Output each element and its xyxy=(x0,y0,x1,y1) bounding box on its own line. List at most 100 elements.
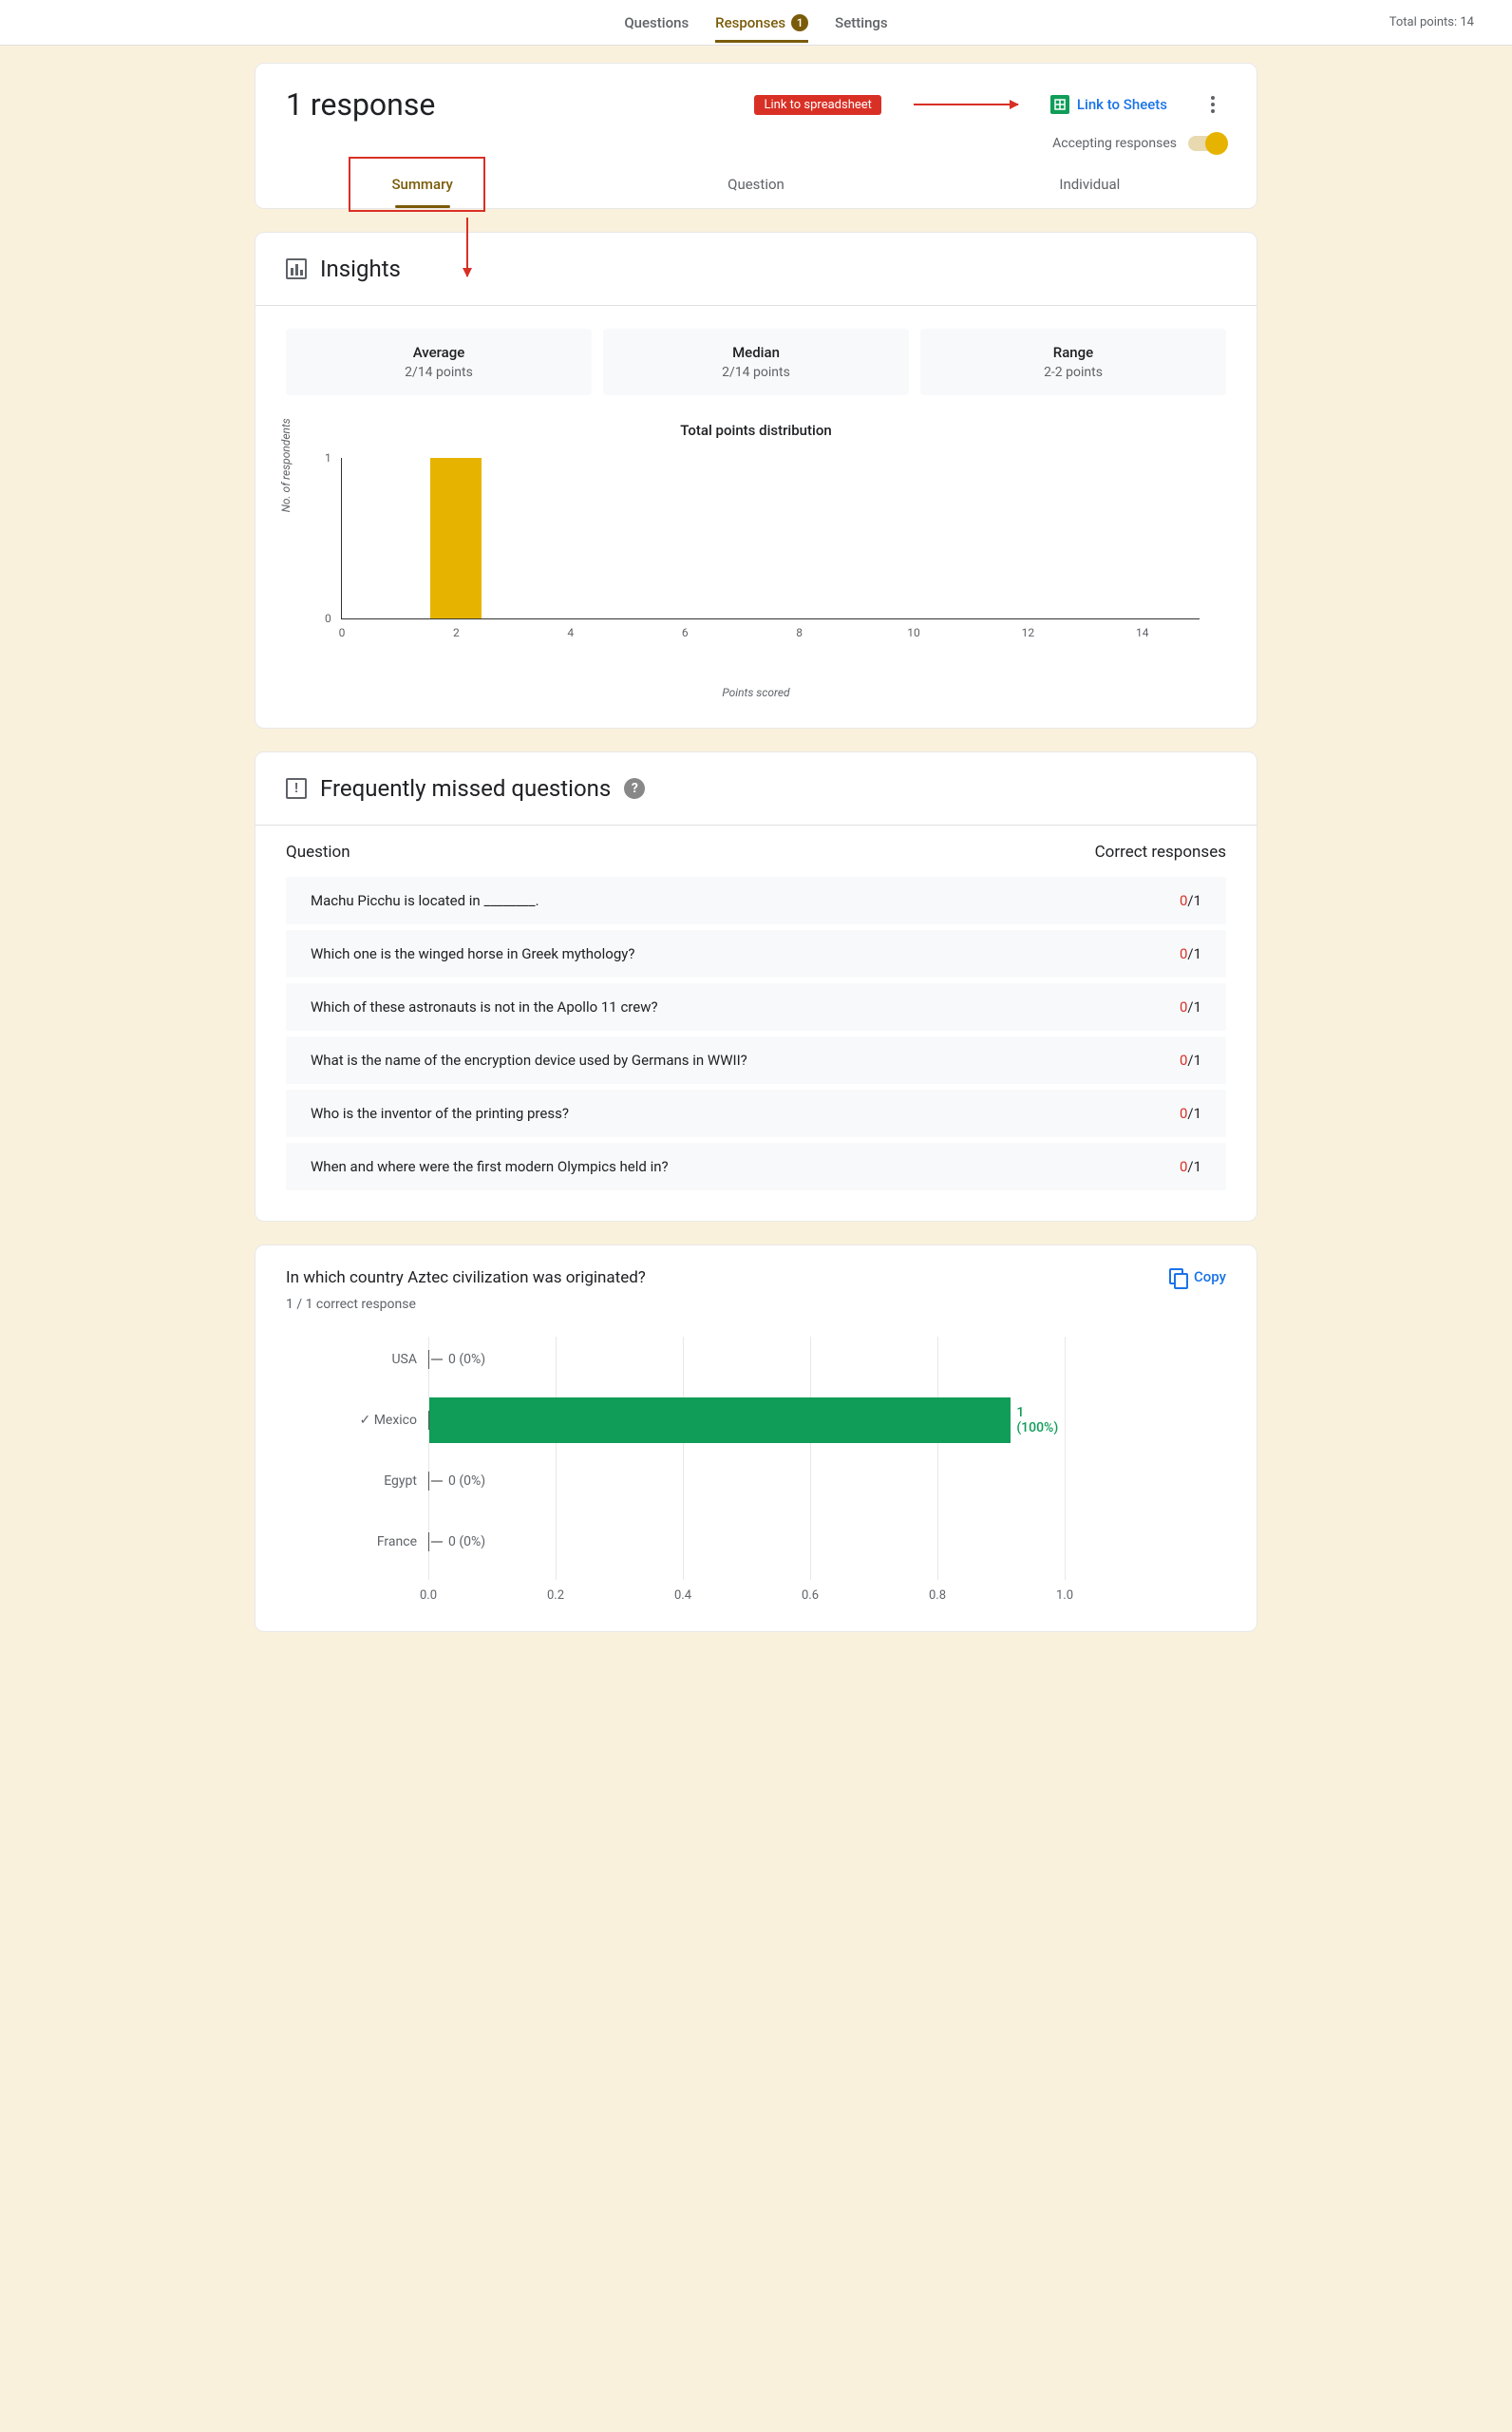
answer-bar-track: 0 (0%) xyxy=(428,1532,1065,1551)
insights-card: Insights Average 2/14 points Median 2/14 po… xyxy=(255,232,1257,729)
answer-value: 1 (100%) xyxy=(1016,1405,1065,1435)
missed-question-text: What is the name of the encryption devic… xyxy=(311,1052,747,1069)
question-detail-card: In which country Aztec civilization was … xyxy=(255,1244,1257,1632)
missed-question-text: Machu Picchu is located in ________. xyxy=(311,892,539,909)
subtab-summary[interactable]: Summary xyxy=(255,159,589,208)
top-bar: Questions Responses 1 Settings Total poi… xyxy=(0,0,1512,46)
missed-question-row: Machu Picchu is located in ________. 0/1 xyxy=(286,877,1226,924)
sheets-icon xyxy=(1050,95,1069,114)
dist-chart-title: Total points distribution xyxy=(255,403,1257,448)
answer-bar-empty xyxy=(431,1541,443,1543)
stat-label: Range xyxy=(928,344,1219,361)
y-tick: 0 xyxy=(325,612,331,625)
x-tick: 6 xyxy=(682,626,689,639)
answer-label: France xyxy=(286,1534,428,1549)
stat-value: 2-2 points xyxy=(928,365,1219,380)
answer-label: USA xyxy=(286,1352,428,1367)
missed-col-question: Question xyxy=(286,843,350,862)
copy-icon xyxy=(1169,1268,1186,1285)
copy-label: Copy xyxy=(1194,1268,1226,1285)
responses-count-badge: 1 xyxy=(791,14,808,31)
answer-value: 0 (0%) xyxy=(448,1473,485,1489)
x-tick: 8 xyxy=(796,626,803,639)
hbar-x-tick: 1.0 xyxy=(1056,1588,1073,1603)
x-tick: 10 xyxy=(907,626,920,639)
hbar-x-tick: 0.8 xyxy=(929,1588,946,1603)
missed-question-row: Which one is the winged horse in Greek m… xyxy=(286,930,1226,978)
stat-value: 2/14 points xyxy=(293,365,584,380)
answer-label: Egypt xyxy=(286,1473,428,1489)
x-tick: 4 xyxy=(567,626,574,639)
insights-title: Insights xyxy=(320,256,401,282)
stat-card: Range 2-2 points xyxy=(920,329,1226,395)
answer-bar-empty xyxy=(431,1480,443,1482)
answer-distribution-chart: USA0 (0%)✓ Mexico1 (100%)Egypt0 (0%)Fran… xyxy=(286,1337,1226,1603)
stat-label: Median xyxy=(611,344,901,361)
hbar-x-axis: 0.00.20.40.60.81.0 xyxy=(428,1580,1065,1603)
answer-bar-track: 1 (100%) xyxy=(428,1411,1065,1430)
missed-question-score: 0/1 xyxy=(1180,892,1201,909)
missed-question-text: Which of these astronauts is not in the … xyxy=(311,998,658,1016)
tab-responses[interactable]: Responses 1 xyxy=(715,3,808,43)
link-to-sheets-button[interactable]: Link to Sheets xyxy=(1050,95,1167,114)
sheets-link-label: Link to Sheets xyxy=(1077,96,1167,113)
hbar-x-tick: 0.0 xyxy=(420,1588,437,1603)
response-count-title: 1 response xyxy=(286,86,435,123)
missed-question-row: When and where were the first modern Oly… xyxy=(286,1143,1226,1190)
more-menu-icon[interactable] xyxy=(1200,91,1226,118)
tab-settings[interactable]: Settings xyxy=(835,3,888,43)
answer-bar-track: 0 (0%) xyxy=(428,1350,1065,1369)
insights-icon xyxy=(286,258,307,279)
answer-bar-empty xyxy=(431,1358,443,1360)
stat-card: Average 2/14 points xyxy=(286,329,592,395)
x-tick: 14 xyxy=(1136,626,1149,639)
copy-button[interactable]: Copy xyxy=(1169,1268,1226,1285)
missed-question-row: Who is the inventor of the printing pres… xyxy=(286,1090,1226,1137)
stat-label: Average xyxy=(293,344,584,361)
stat-value: 2/14 points xyxy=(611,365,901,380)
annotation-arrow-right xyxy=(914,104,1018,105)
question-subtext: 1 / 1 correct response xyxy=(286,1297,646,1312)
alert-icon xyxy=(286,778,307,799)
responses-header-card: 1 response Link to spreadsheet Link to S… xyxy=(255,63,1257,209)
missed-question-row: Which of these astronauts is not in the … xyxy=(286,983,1226,1031)
annotation-arrow-down xyxy=(466,218,468,276)
missed-title: Frequently missed questions xyxy=(320,775,611,802)
distribution-bar xyxy=(430,458,482,618)
tab-questions[interactable]: Questions xyxy=(624,3,689,43)
missed-question-row: What is the name of the encryption devic… xyxy=(286,1036,1226,1084)
total-points-label: Total points: 14 xyxy=(1389,15,1474,29)
x-tick: 12 xyxy=(1022,626,1035,639)
missed-question-text: Who is the inventor of the printing pres… xyxy=(311,1105,569,1122)
annotation-badge: Link to spreadsheet xyxy=(754,95,880,115)
subtab-question[interactable]: Question xyxy=(589,159,922,208)
answer-bar-fill xyxy=(429,1397,1011,1443)
help-icon[interactable]: ? xyxy=(624,778,645,799)
dist-x-axis-label: Points scored xyxy=(255,686,1257,728)
frequently-missed-card: Frequently missed questions ? Question C… xyxy=(255,751,1257,1222)
answer-value: 0 (0%) xyxy=(448,1352,485,1367)
question-title: In which country Aztec civilization was … xyxy=(286,1268,646,1287)
y-tick: 1 xyxy=(325,451,331,465)
x-tick: 2 xyxy=(453,626,460,639)
subtab-individual[interactable]: Individual xyxy=(923,159,1257,208)
hbar-x-tick: 0.2 xyxy=(547,1588,564,1603)
hbar-x-tick: 0.6 xyxy=(802,1588,819,1603)
stat-card: Median 2/14 points xyxy=(603,329,909,395)
answer-row: USA 0 (0%) xyxy=(286,1337,1226,1382)
missed-question-score: 0/1 xyxy=(1180,1158,1201,1175)
answer-row: France 0 (0%) xyxy=(286,1519,1226,1565)
answer-bar-track: 0 (0%) xyxy=(428,1472,1065,1491)
accepting-responses-toggle[interactable] xyxy=(1188,136,1226,151)
answer-row: Egypt 0 (0%) xyxy=(286,1458,1226,1504)
x-tick: 0 xyxy=(339,626,346,639)
answer-value: 0 (0%) xyxy=(448,1534,485,1549)
missed-question-text: Which one is the winged horse in Greek m… xyxy=(311,945,634,962)
missed-question-score: 0/1 xyxy=(1180,1052,1201,1069)
missed-question-score: 0/1 xyxy=(1180,1105,1201,1122)
answer-label: ✓ Mexico xyxy=(286,1413,428,1428)
tab-responses-label: Responses xyxy=(715,14,785,31)
missed-question-text: When and where were the first modern Oly… xyxy=(311,1158,669,1175)
missed-col-correct: Correct responses xyxy=(1095,843,1226,862)
accepting-responses-label: Accepting responses xyxy=(1052,136,1177,151)
